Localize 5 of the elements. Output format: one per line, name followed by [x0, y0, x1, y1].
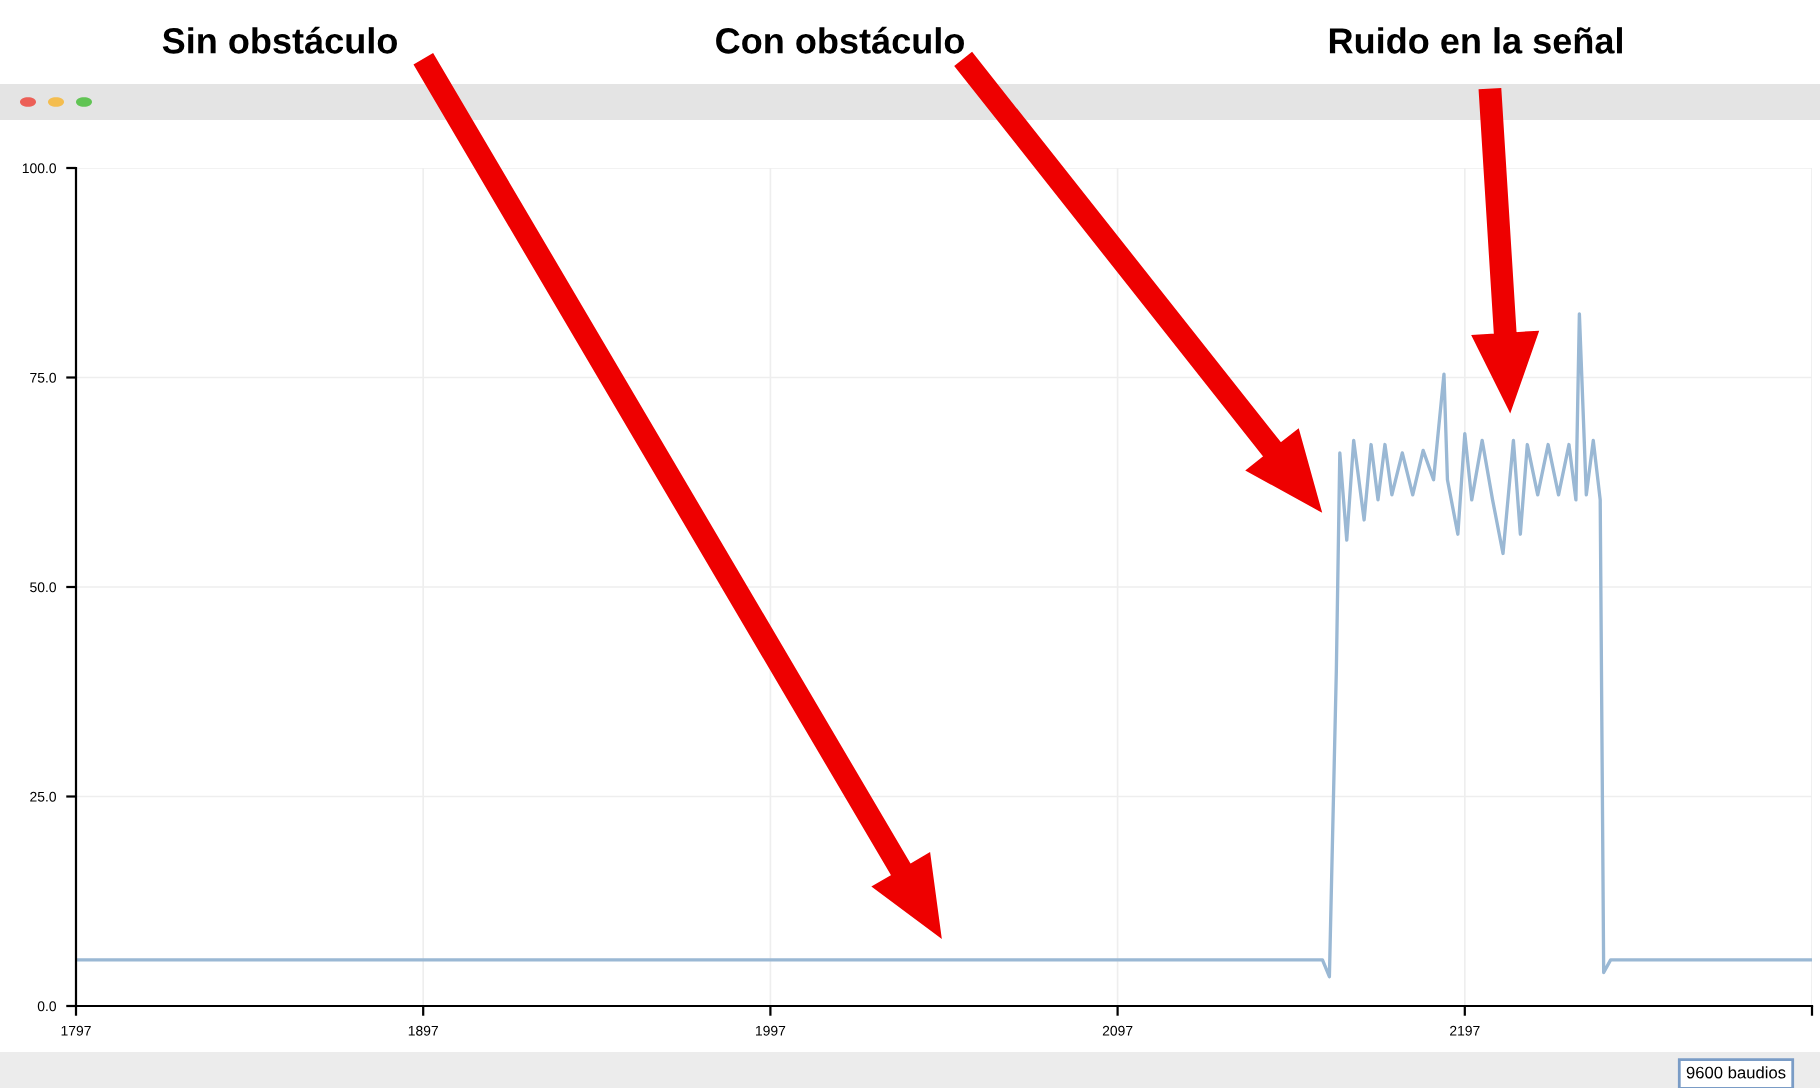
- text: Ruido en la señal: [1329, 27, 1622, 54]
- text: Con obstáculo: [716, 26, 964, 54]
- line-series: [76, 312, 1812, 979]
- text: 9600 baudios: [1686, 1066, 1786, 1079]
- text: Sin obstáculo: [162, 26, 397, 54]
